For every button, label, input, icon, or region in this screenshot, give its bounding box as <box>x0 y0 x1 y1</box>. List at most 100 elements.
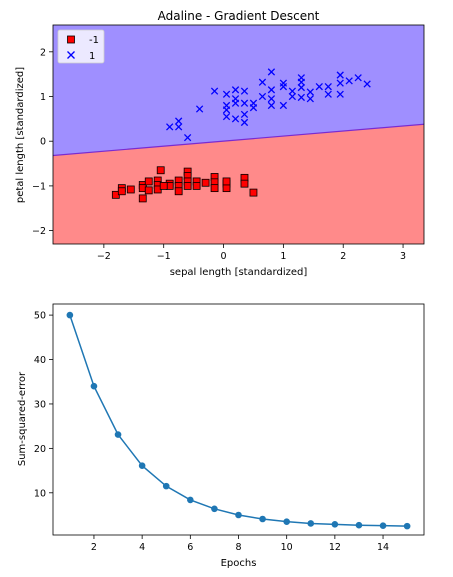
error-point <box>66 311 74 319</box>
error-point <box>187 496 194 504</box>
y-axis-label: Sum-squared-error <box>17 371 28 466</box>
y-tick-label: −2 <box>32 226 46 237</box>
point-class-pos <box>240 99 249 107</box>
legend-label-neg: -1 <box>89 35 99 46</box>
point-class-neg <box>240 179 249 188</box>
y-tick-label: 2 <box>40 47 46 58</box>
y-tick-label: 40 <box>34 355 46 366</box>
y-tick-label: 10 <box>34 488 46 499</box>
decision-boundary <box>53 123 424 157</box>
point-class-pos <box>222 90 231 98</box>
lower-class-region <box>53 124 424 244</box>
point-class-pos <box>222 101 231 110</box>
point-class-pos <box>240 87 249 95</box>
error-curve-chart: 2 4 6 8 10 12 14 10 20 30 40 50 Epochs Sum-squared… <box>17 303 425 569</box>
x-axis-label: Epochs <box>221 558 257 569</box>
point-class-neg <box>117 187 126 196</box>
point-class-pos <box>240 110 249 119</box>
error-point <box>355 521 363 529</box>
point-class-pos <box>324 90 332 98</box>
plot-frame <box>52 303 425 536</box>
point-class-pos <box>231 86 240 94</box>
point-class-pos <box>336 71 344 79</box>
point-class-neg <box>192 181 201 190</box>
point-class-pos <box>258 78 267 86</box>
point-class-pos <box>297 74 305 82</box>
error-point <box>379 522 387 529</box>
x-tick-label: 3 <box>400 251 406 262</box>
y-tick-label: 50 <box>34 311 46 322</box>
point-class-pos <box>279 101 288 110</box>
x-tick-label: 0 <box>221 251 227 262</box>
point-class-neg <box>126 185 135 194</box>
x-ticks: −2 −1 0 1 2 3 <box>97 244 406 262</box>
y-tick-label: 0 <box>40 137 46 148</box>
point-class-neg <box>249 188 258 197</box>
point-class-pos <box>210 87 219 95</box>
x-axis-label: sepal length [standardized] <box>170 267 308 278</box>
x-tick-label: −2 <box>97 251 111 262</box>
error-point <box>114 431 122 438</box>
y-tick-label: 1 <box>40 92 46 103</box>
point-class-pos <box>363 80 371 88</box>
point-class-pos <box>231 95 240 103</box>
x-tick-label: 6 <box>187 542 193 553</box>
point-class-pos <box>222 112 231 121</box>
error-line <box>69 314 408 527</box>
point-class-neg <box>210 184 219 193</box>
legend-label-pos: 1 <box>89 51 95 62</box>
x-tick-label: 8 <box>235 542 241 553</box>
y-ticks: −2 −1 0 1 2 <box>32 47 53 237</box>
error-point <box>162 482 170 490</box>
y-tick-label: 30 <box>34 399 46 410</box>
point-class-neg <box>144 177 153 186</box>
point-class-pos <box>183 133 192 142</box>
point-class-pos <box>336 90 344 98</box>
point-class-neg <box>174 187 183 196</box>
x-tick-label: 2 <box>340 251 346 262</box>
point-class-pos <box>166 123 174 131</box>
legend-marker-square <box>67 35 75 44</box>
y-tick-label: 20 <box>34 444 46 455</box>
point-class-pos <box>306 88 314 96</box>
decision-region-chart: Adaline - Gradient Descent −2 −1 0 1 2 3 −2 −1… <box>15 9 425 278</box>
point-class-pos <box>345 77 353 85</box>
error-point <box>211 505 218 513</box>
y-axis-label: petal length [standardized] <box>15 67 26 203</box>
point-class-pos <box>354 74 362 82</box>
error-point <box>138 462 146 470</box>
x-tick-label: 12 <box>329 542 341 553</box>
point-class-pos <box>195 105 204 113</box>
plot-frame <box>52 24 425 245</box>
error-point <box>307 520 315 527</box>
point-class-pos <box>306 95 314 103</box>
x-tick-label: 2 <box>91 542 97 553</box>
point-class-pos <box>231 115 240 123</box>
error-point <box>235 511 242 519</box>
error-point <box>283 518 290 525</box>
point-class-neg <box>138 194 147 203</box>
point-class-neg <box>156 166 165 175</box>
point-class-pos <box>175 123 183 131</box>
point-class-neg <box>144 186 153 195</box>
point-class-pos <box>267 101 276 110</box>
point-class-pos <box>267 95 276 103</box>
point-class-pos <box>315 83 323 91</box>
chart-title: Adaline - Gradient Descent <box>158 9 320 23</box>
point-class-neg <box>201 178 210 187</box>
x-tick-label: 4 <box>139 542 145 553</box>
point-class-pos <box>249 99 258 107</box>
x-tick-label: 10 <box>281 542 293 553</box>
upper-class-region <box>53 25 424 156</box>
legend-marker-x <box>67 51 75 59</box>
point-class-neg <box>159 181 168 190</box>
point-class-pos <box>297 93 305 102</box>
error-point <box>403 522 411 530</box>
x-ticks: 2 4 6 8 10 12 14 <box>91 535 389 553</box>
point-class-pos <box>336 79 344 87</box>
x-tick-label: −1 <box>157 251 171 262</box>
point-class-pos <box>240 118 249 127</box>
point-class-neg <box>183 181 192 190</box>
point-class-neg <box>222 177 231 186</box>
error-point <box>259 515 266 523</box>
